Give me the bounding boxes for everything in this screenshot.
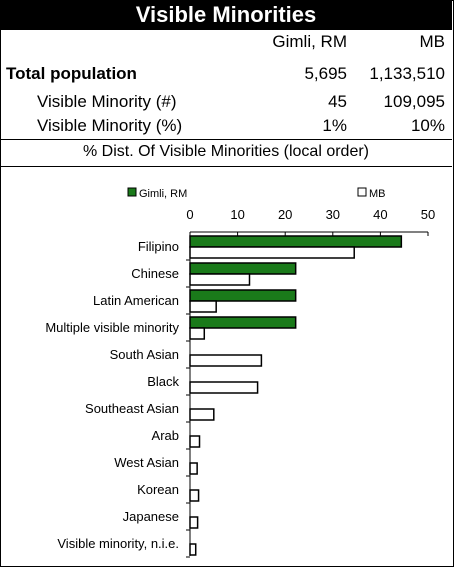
category-label: Korean: [137, 482, 179, 497]
bar-mb: [189, 300, 217, 313]
bar-gimli: [189, 235, 403, 248]
row-value-gimli: 5,695: [304, 64, 347, 83]
bar-gimli: [189, 316, 297, 329]
row-label: Visible Minority (%): [37, 116, 183, 135]
divider: [0, 139, 452, 140]
bar-mb: [189, 489, 200, 502]
category-label: West Asian: [114, 455, 179, 470]
panel-title: Visible Minorities: [0, 0, 452, 30]
category-label: Latin American: [93, 293, 179, 308]
x-tick-label: 10: [230, 207, 244, 222]
table-row: Visible Minority (%) 1% 10%: [0, 114, 452, 137]
x-tick-label: 30: [326, 207, 340, 222]
table-header-row: Gimli, RM MB: [0, 30, 452, 53]
bar-mb: [189, 381, 259, 394]
row-value-mb: 1,133,510: [369, 64, 445, 83]
row-value-mb: 10%: [410, 116, 445, 135]
category-label: Southeast Asian: [85, 401, 179, 416]
category-label: Filipino: [138, 239, 179, 254]
x-tick-label: 50: [421, 207, 435, 222]
bar-mb: [189, 273, 251, 286]
category-label: Japanese: [123, 509, 179, 524]
category-label: Multiple visible minority: [45, 320, 179, 335]
category-label: Arab: [152, 428, 179, 443]
category-label: Visible minority, n.i.e.: [57, 536, 179, 551]
bar-mb: [189, 246, 355, 259]
bar-mb: [189, 543, 197, 556]
bar-mb: [189, 516, 199, 529]
category-label: Chinese: [131, 266, 179, 281]
legend-swatch-mb: [357, 187, 367, 197]
row-label: Visible Minority (#): [37, 92, 177, 111]
chart-heading: % Dist. Of Visible Minorities (local ord…: [82, 143, 369, 160]
col-header-mb: MB: [419, 32, 446, 51]
table-row: Visible Minority (#) 45 109,095: [0, 90, 452, 113]
x-tick-label: 40: [373, 207, 387, 222]
x-tick-label: 20: [278, 207, 292, 222]
divider: [0, 166, 452, 167]
bar-mb: [189, 327, 206, 340]
bar-mb: [189, 435, 201, 448]
row-value-gimli: 1%: [322, 116, 347, 135]
x-tick-label: 0: [186, 207, 193, 222]
bar-gimli: [189, 289, 297, 302]
row-value-gimli: 45: [328, 92, 347, 111]
row-value-mb: 109,095: [383, 92, 445, 111]
table-row: Total population 5,695 1,133,510: [0, 62, 452, 85]
legend-label: MB: [369, 188, 386, 200]
category-label: Black: [147, 374, 179, 389]
bar-mb: [189, 354, 263, 367]
category-label: South Asian: [110, 347, 179, 362]
row-label: Total population: [6, 64, 137, 83]
legend-swatch-gimli: [127, 187, 137, 197]
bar-mb: [189, 408, 215, 421]
legend-label: Gimli, RM: [139, 188, 187, 200]
col-header-gimli: Gimli, RM: [272, 32, 347, 51]
bar-gimli: [189, 262, 297, 275]
bar-mb: [189, 462, 198, 475]
